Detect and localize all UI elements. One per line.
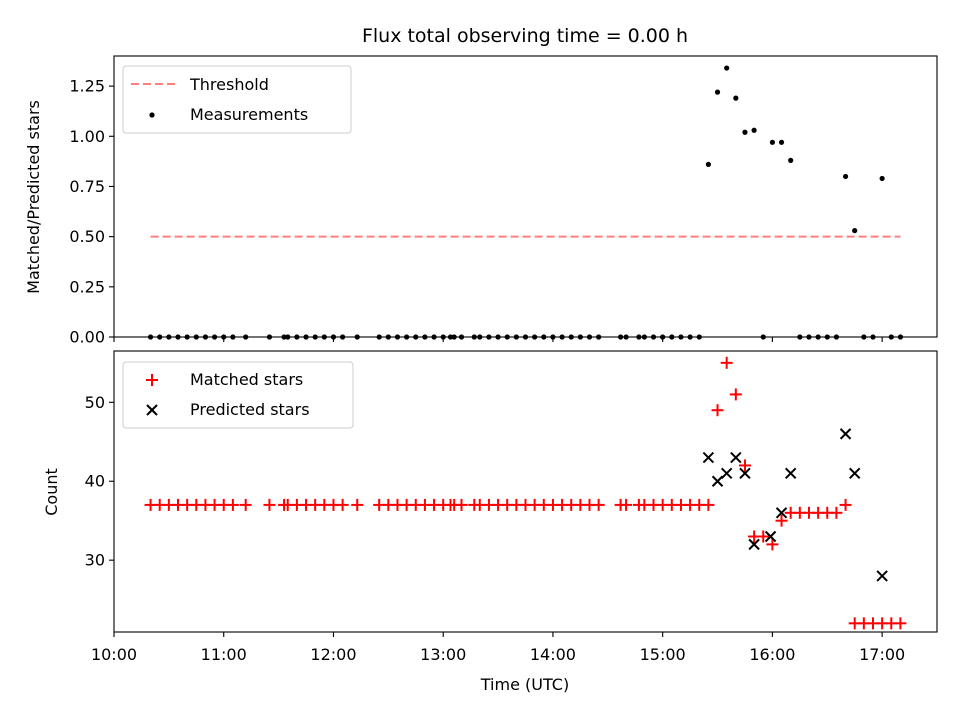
matched-star-point xyxy=(738,459,751,472)
predicted-star-point xyxy=(848,467,861,480)
predicted-star-point xyxy=(775,507,788,519)
predicted-star-point xyxy=(764,530,777,543)
x-tick-label: 17:00 xyxy=(859,645,905,664)
measurement-point xyxy=(714,89,721,95)
top-axes-frame xyxy=(113,55,938,338)
measurement-point xyxy=(751,127,757,133)
top-y-tick-label: 0.25 xyxy=(69,277,105,296)
matched-star-point xyxy=(839,498,852,511)
matched-star-point xyxy=(239,498,252,511)
measurement-point xyxy=(778,139,785,145)
bottom-axes: 30 40 50 10:00 11:00 12:00 13:00 14:00 15:00 16:0… xyxy=(85,393,906,664)
legend-predicted-label: Predicted stars xyxy=(190,400,310,419)
legend-matched-swatch xyxy=(146,374,158,386)
matched-star-point xyxy=(894,617,907,630)
measurement-point xyxy=(724,65,730,71)
x-tick-label: 10:00 xyxy=(91,645,137,664)
x-tick-label: 15:00 xyxy=(640,645,686,664)
top-y-tick-label: 0.75 xyxy=(69,177,105,196)
measurement-point xyxy=(733,95,739,101)
bottom-axes-frame xyxy=(113,350,938,633)
predicted-star-point xyxy=(711,475,724,487)
legend-predicted-swatch xyxy=(146,404,158,416)
matched-star-point xyxy=(775,514,788,527)
x-axis-label: Time (UTC) xyxy=(480,675,569,694)
x-tick-label: 13:00 xyxy=(420,645,466,664)
bottom-y-axis-label: Count xyxy=(42,468,61,516)
top-y-tick-label: 1.00 xyxy=(69,127,105,146)
measurement-point xyxy=(879,175,885,182)
matched-star-point xyxy=(263,498,276,511)
predicted-star-point xyxy=(876,570,888,582)
matched-star-point xyxy=(711,404,724,417)
matched-star-point xyxy=(729,388,742,401)
measurement-point xyxy=(705,161,711,167)
top-legend: Threshold Measurements xyxy=(122,65,352,134)
top-y-tick-label: 1.25 xyxy=(69,77,105,96)
matched-star-point xyxy=(702,498,715,511)
measurement-point xyxy=(852,228,858,234)
matched-star-point xyxy=(336,498,349,511)
legend-threshold-label: Threshold xyxy=(189,75,269,94)
matched-star-point xyxy=(620,498,633,511)
matched-star-point xyxy=(226,498,239,511)
top-y-axis-label: Matched/Predicted stars xyxy=(24,100,43,294)
predicted-star-point xyxy=(720,467,733,480)
predicted-star-point xyxy=(784,467,797,480)
bottom-y-tick-label: 40 xyxy=(85,472,105,491)
bottom-legend: Matched stars Predicted stars xyxy=(122,361,354,429)
matched-star-point xyxy=(757,530,770,543)
x-tick-label: 11:00 xyxy=(201,645,247,664)
measurement-point xyxy=(742,129,748,135)
matched-star-point xyxy=(766,538,779,551)
bottom-plot-area xyxy=(144,356,907,630)
predicted-star-point xyxy=(730,451,742,464)
measurement-point xyxy=(788,157,794,163)
chart-title: Flux total observing time = 0.00 h xyxy=(362,25,688,47)
matched-star-point xyxy=(830,506,843,519)
measurement-point xyxy=(769,139,776,145)
top-y-tick-label: 0.00 xyxy=(69,328,105,347)
bottom-y-tick-label: 50 xyxy=(85,393,105,412)
top-y-axis: 0.00 0.25 0.50 0.75 1.00 1.25 xyxy=(69,77,883,347)
x-tick-label: 12:00 xyxy=(310,645,356,664)
predicted-star-point xyxy=(748,538,760,551)
legend-measurements-swatch xyxy=(149,112,155,118)
legend-matched-label: Matched stars xyxy=(190,370,303,389)
measurement-point xyxy=(842,173,849,180)
top-plot-area xyxy=(147,65,904,340)
predicted-star-point xyxy=(702,451,715,464)
matched-star-point xyxy=(592,498,605,511)
predicted-star-point xyxy=(839,428,852,440)
top-y-tick-label: 0.50 xyxy=(69,227,105,246)
matched-star-point xyxy=(720,356,733,369)
legend-measurements-label: Measurements xyxy=(190,105,308,124)
bottom-y-tick-label: 30 xyxy=(85,551,105,570)
matched-star-point xyxy=(351,498,364,511)
matched-star-point xyxy=(455,498,468,511)
x-tick-label: 14:00 xyxy=(530,645,576,664)
predicted-star-point xyxy=(739,467,751,480)
x-tick-label: 16:00 xyxy=(749,645,795,664)
